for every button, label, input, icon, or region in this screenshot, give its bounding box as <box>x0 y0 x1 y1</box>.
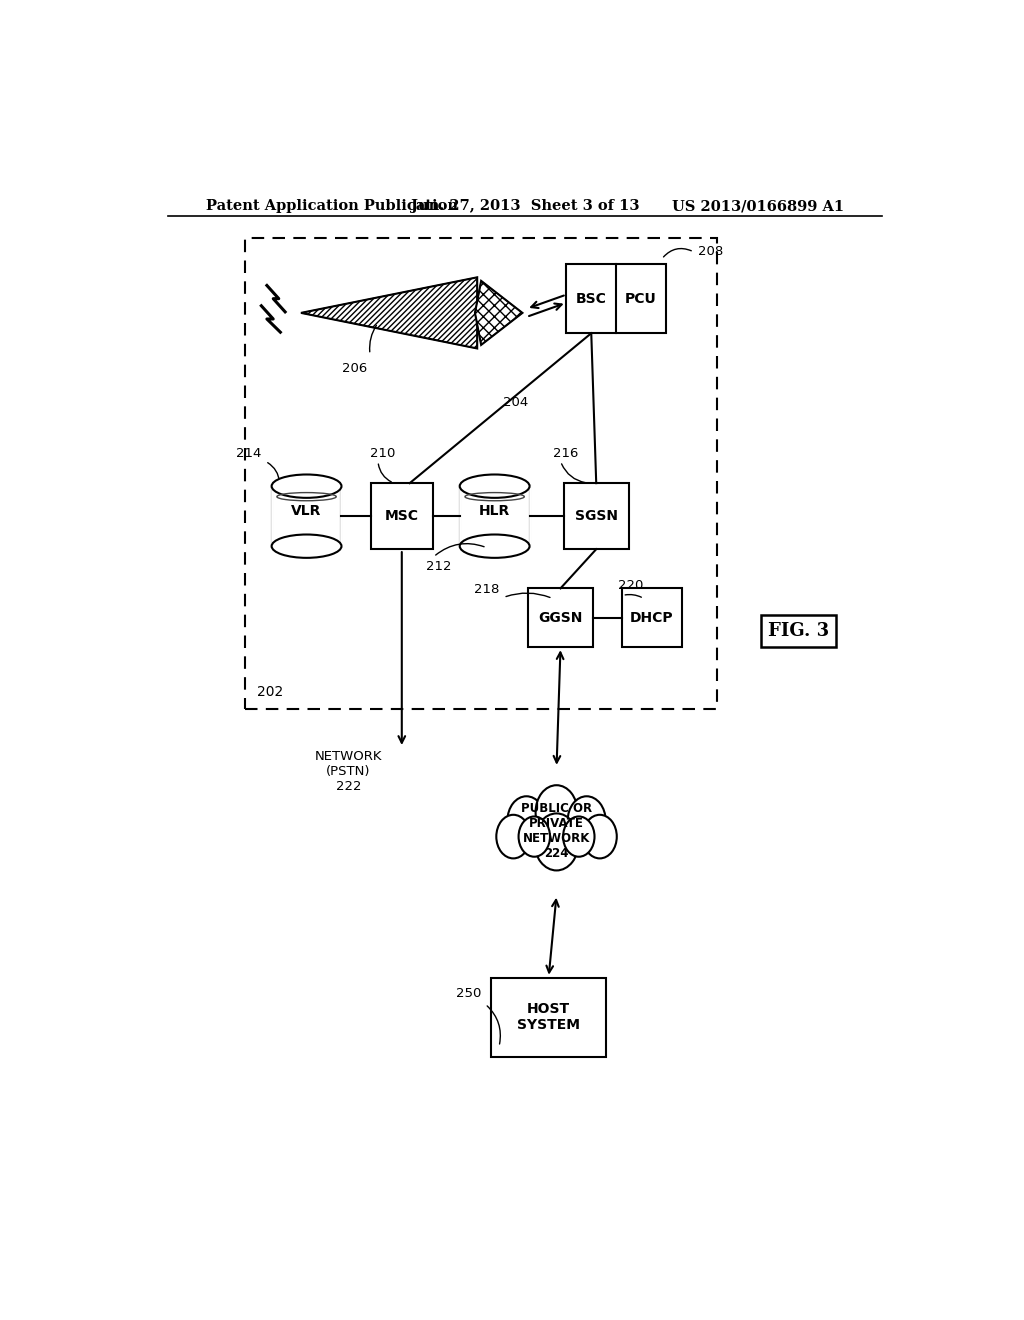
Text: DHCP: DHCP <box>630 611 674 624</box>
Text: 202: 202 <box>257 685 283 700</box>
Text: HLR: HLR <box>479 504 510 517</box>
Text: 212: 212 <box>426 561 452 573</box>
Circle shape <box>583 814 616 858</box>
Bar <box>566 264 666 333</box>
Text: 210: 210 <box>370 446 395 459</box>
Text: VLR: VLR <box>292 504 322 517</box>
Text: 206: 206 <box>342 362 367 375</box>
Ellipse shape <box>271 474 341 498</box>
Bar <box>271 486 341 546</box>
Ellipse shape <box>460 474 529 498</box>
Text: FIG. 3: FIG. 3 <box>768 622 829 640</box>
Circle shape <box>563 817 595 857</box>
Circle shape <box>567 796 605 845</box>
Bar <box>492 978 606 1057</box>
Polygon shape <box>301 277 477 348</box>
Text: GGSN: GGSN <box>539 611 583 624</box>
Ellipse shape <box>271 535 341 558</box>
Text: BSC: BSC <box>575 292 606 306</box>
Circle shape <box>518 817 550 857</box>
Text: 250: 250 <box>456 987 481 1001</box>
Text: Patent Application Publication: Patent Application Publication <box>206 199 458 213</box>
Text: US 2013/0166899 A1: US 2013/0166899 A1 <box>672 199 844 213</box>
Text: 208: 208 <box>697 246 723 259</box>
Text: 216: 216 <box>553 446 578 459</box>
Text: 214: 214 <box>236 446 261 459</box>
Bar <box>622 589 682 647</box>
Bar <box>528 589 593 647</box>
Text: 218: 218 <box>474 583 500 595</box>
Ellipse shape <box>460 535 529 558</box>
Text: PCU: PCU <box>625 292 656 306</box>
Bar <box>563 483 629 549</box>
Text: 220: 220 <box>618 578 644 591</box>
Text: PUBLIC OR
PRIVATE
NETWORK
224: PUBLIC OR PRIVATE NETWORK 224 <box>521 803 592 861</box>
Text: SGSN: SGSN <box>574 510 617 523</box>
Text: Jun. 27, 2013  Sheet 3 of 13: Jun. 27, 2013 Sheet 3 of 13 <box>411 199 639 213</box>
Text: HOST
SYSTEM: HOST SYSTEM <box>517 1002 581 1032</box>
Circle shape <box>536 785 578 840</box>
Circle shape <box>535 813 579 870</box>
Bar <box>371 483 433 549</box>
Circle shape <box>508 796 546 845</box>
Bar <box>246 238 717 709</box>
Text: MSC: MSC <box>385 510 419 523</box>
Circle shape <box>497 814 530 858</box>
Text: NETWORK
(PSTN)
222: NETWORK (PSTN) 222 <box>314 750 382 793</box>
Polygon shape <box>475 281 522 345</box>
Text: 204: 204 <box>503 396 528 409</box>
Bar <box>460 486 529 546</box>
